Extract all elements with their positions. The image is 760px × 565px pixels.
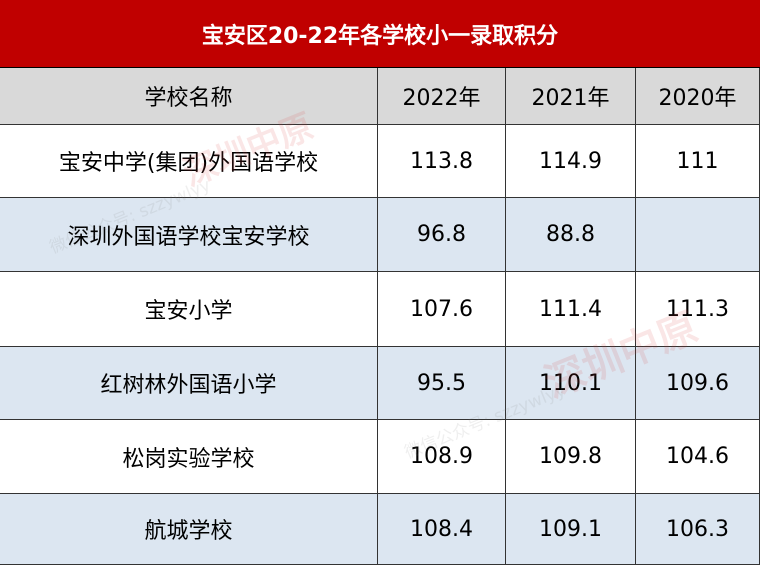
score-cell: 108.9 <box>378 420 506 494</box>
score-cell: 106.3 <box>636 494 760 565</box>
header-cell: 2020年 <box>636 68 760 125</box>
score-cell: 110.1 <box>506 347 636 420</box>
score-cell: 111.3 <box>636 272 760 347</box>
score-cell: 107.6 <box>378 272 506 347</box>
header-cell: 2022年 <box>378 68 506 125</box>
score-cell: 104.6 <box>636 420 760 494</box>
table-title: 宝安区20-22年各学校小一录取积分 <box>0 0 760 68</box>
school-name: 航城学校 <box>0 494 378 565</box>
score-cell: 109.8 <box>506 420 636 494</box>
school-name: 宝安小学 <box>0 272 378 347</box>
score-cell: 96.8 <box>378 198 506 272</box>
score-cell: 111.4 <box>506 272 636 347</box>
header-cell: 2021年 <box>506 68 636 125</box>
score-cell: 108.4 <box>378 494 506 565</box>
score-cell: 88.8 <box>506 198 636 272</box>
school-name: 红树林外国语小学 <box>0 347 378 420</box>
school-name: 宝安中学(集团)外国语学校 <box>0 125 378 198</box>
school-name: 松岗实验学校 <box>0 420 378 494</box>
score-cell: 114.9 <box>506 125 636 198</box>
score-cell: 95.5 <box>378 347 506 420</box>
score-cell: 109.6 <box>636 347 760 420</box>
score-cell: 109.1 <box>506 494 636 565</box>
header-cell: 学校名称 <box>0 68 378 125</box>
score-cell: 113.8 <box>378 125 506 198</box>
score-cell: 111 <box>636 125 760 198</box>
school-name: 深圳外国语学校宝安学校 <box>0 198 378 272</box>
score-cell <box>636 198 760 272</box>
